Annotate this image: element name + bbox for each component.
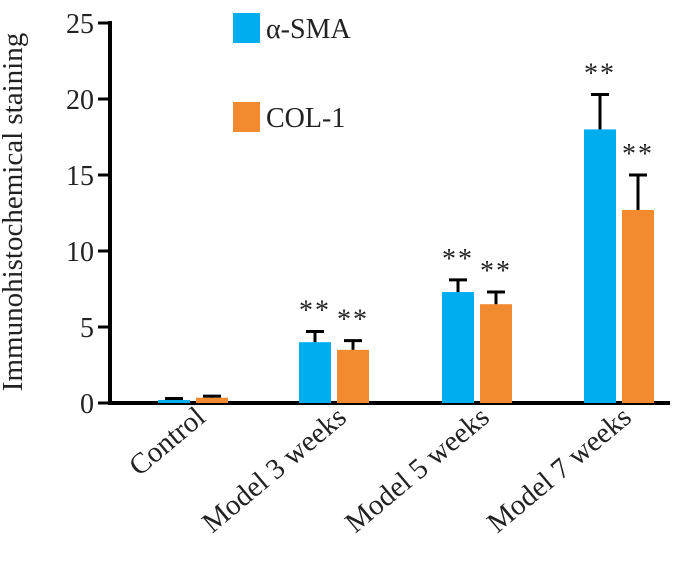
y-tick-label: 5 [80,313,94,344]
significance-mark: ** [622,139,654,170]
x-tick-label: Model 7 weeks [481,401,637,539]
y-tick-label: 15 [66,161,94,192]
bar-sma [584,129,616,403]
bar-col1 [480,304,512,403]
significance-mark: ** [337,305,369,336]
legend: α-SMA COL-1 [233,13,351,134]
bar-sma [299,342,331,403]
error-bars [165,92,647,400]
y-axis-label: Immunohistochemical staining [0,33,29,391]
bar-col1 [622,209,654,403]
y-axis: 0 5 10 15 20 25 [66,9,112,420]
x-tick-label: Control [123,401,211,482]
bar-sma [158,399,190,403]
y-tick-label: 25 [66,9,94,40]
y-tick-label: 20 [66,85,94,116]
significance-mark: ** [584,58,616,89]
significance-mark: ** [480,256,512,287]
y-tick-label: 0 [80,389,94,420]
bar-sma [442,292,474,403]
x-tick-label: Model 5 weeks [339,401,495,539]
bar-col1 [337,349,369,403]
legend-label: α-SMA [266,14,351,45]
bars [158,129,654,403]
significance-mark: ** [442,244,474,275]
significance-mark: ** [299,296,331,327]
significance-annotations: ************ [299,58,654,336]
y-tick-label: 10 [66,237,94,268]
x-tick-label: Model 3 weeks [196,401,352,539]
legend-swatch [233,13,260,43]
legend-label: COL-1 [266,103,345,134]
legend-swatch [233,102,260,132]
bar-col1 [196,397,228,403]
